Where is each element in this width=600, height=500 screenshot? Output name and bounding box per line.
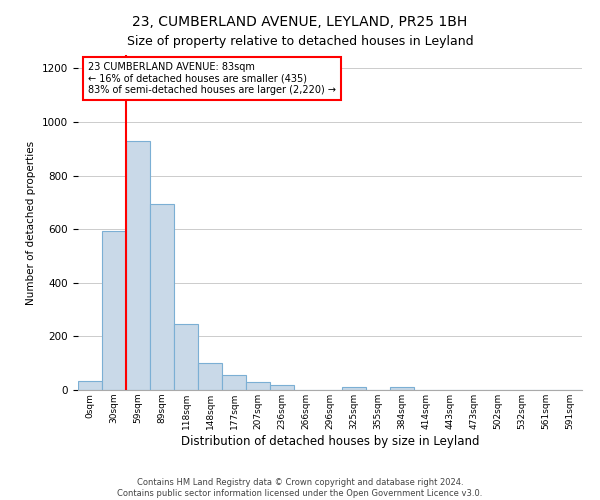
Bar [198,363,222,390]
Text: Size of property relative to detached houses in Leyland: Size of property relative to detached ho… [127,35,473,48]
Bar [390,387,414,390]
Y-axis label: Number of detached properties: Number of detached properties [26,140,37,304]
Bar [150,204,174,390]
X-axis label: Distribution of detached houses by size in Leyland: Distribution of detached houses by size … [181,434,479,448]
Bar [342,387,366,390]
Bar [270,384,294,390]
Text: 23, CUMBERLAND AVENUE, LEYLAND, PR25 1BH: 23, CUMBERLAND AVENUE, LEYLAND, PR25 1BH [133,15,467,29]
Bar [246,382,270,390]
Bar [102,230,126,390]
Text: Contains HM Land Registry data © Crown copyright and database right 2024.
Contai: Contains HM Land Registry data © Crown c… [118,478,482,498]
Bar [174,324,198,390]
Text: 23 CUMBERLAND AVENUE: 83sqm
← 16% of detached houses are smaller (435)
83% of se: 23 CUMBERLAND AVENUE: 83sqm ← 16% of det… [88,62,336,95]
Bar [78,380,102,390]
Bar [222,376,246,390]
Bar [126,141,150,390]
